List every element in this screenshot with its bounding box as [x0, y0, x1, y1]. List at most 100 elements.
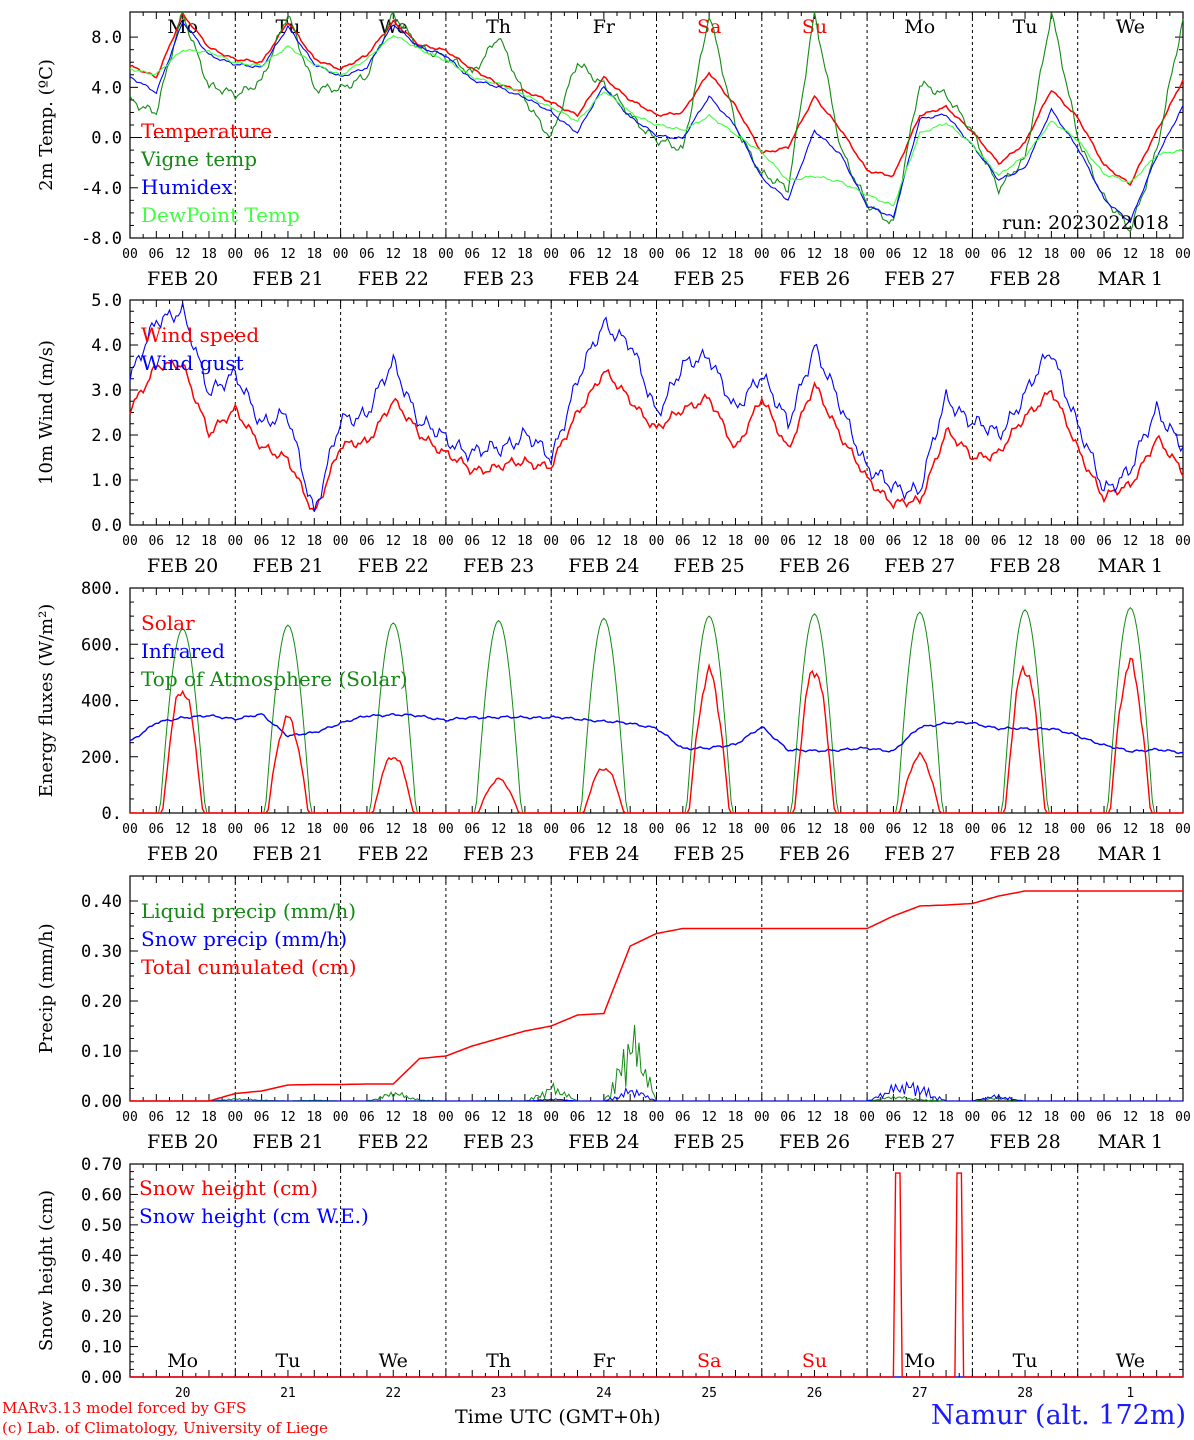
date-label: FEB 21 [252, 843, 323, 865]
hour-label: 00 [1175, 247, 1191, 262]
date-label: FEB 20 [147, 555, 218, 577]
hour-label: 00 [438, 534, 454, 549]
y-tick-label: 0.30 [81, 1277, 122, 1297]
series-line-vigne-temp [129, 10, 1184, 233]
hour-label: 12 [701, 534, 717, 549]
hour-label: 00 [122, 1110, 138, 1125]
hour-label: 12 [701, 247, 717, 262]
hour-label: 06 [675, 1110, 691, 1125]
hour-label: 06 [359, 822, 375, 837]
hour-label: 18 [412, 1110, 428, 1125]
hour-label: 12 [912, 822, 928, 837]
hour-label: 00 [965, 534, 981, 549]
hour-label: 06 [886, 534, 902, 549]
y-tick-label: 0.0 [91, 129, 122, 149]
bottom-day-label: Tu [1013, 1350, 1038, 1372]
bottom-day-number: 1 [1126, 1386, 1134, 1401]
y-tick-label: -8.0 [81, 229, 122, 249]
y-tick-label: 8.0 [91, 28, 122, 48]
date-label: MAR 1 [1098, 555, 1164, 577]
bottom-day-label: Su [802, 1350, 827, 1372]
hour-label: 18 [1044, 1110, 1060, 1125]
hour-label: 12 [491, 822, 507, 837]
hour-label: 18 [833, 822, 849, 837]
hour-label: 12 [807, 534, 823, 549]
hour-label: 00 [649, 1110, 665, 1125]
y-tick-label: 0.0 [91, 516, 122, 536]
hour-label: 18 [306, 534, 322, 549]
hour-label: 12 [701, 822, 717, 837]
hour-label: 06 [254, 1110, 270, 1125]
y-axis-label: Snow height (cm) [36, 1190, 57, 1351]
day-label: Tu [1013, 16, 1038, 38]
hour-label: 06 [359, 247, 375, 262]
hour-label: 00 [1175, 534, 1191, 549]
series-line-humidex [129, 21, 1184, 224]
hour-label: 00 [859, 1110, 875, 1125]
hour-label: 12 [1017, 822, 1033, 837]
hour-label: 06 [886, 247, 902, 262]
hour-label: 06 [570, 822, 586, 837]
hour-label: 18 [517, 534, 533, 549]
y-tick-label: 0.10 [81, 1338, 122, 1358]
y-tick-label: 0.00 [81, 1368, 122, 1388]
date-label: FEB 27 [884, 1131, 955, 1153]
hour-label: 18 [622, 822, 638, 837]
hour-label: 18 [1044, 822, 1060, 837]
legend-entry: Top of Atmosphere (Solar) [141, 667, 408, 691]
y-tick-label: 0.10 [81, 1042, 122, 1062]
y-tick-label: 3.0 [91, 381, 122, 401]
date-label: FEB 26 [779, 843, 850, 865]
y-tick-label: 0.50 [81, 1216, 122, 1236]
date-label: FEB 26 [779, 1131, 850, 1153]
date-label: FEB 21 [252, 555, 323, 577]
hour-label: 12 [807, 822, 823, 837]
hour-label: 12 [807, 1110, 823, 1125]
hour-label: 18 [1044, 534, 1060, 549]
hour-label: 00 [438, 1110, 454, 1125]
y-tick-label: 400. [81, 692, 122, 712]
hour-label: 06 [570, 1110, 586, 1125]
date-label: FEB 24 [568, 1131, 639, 1153]
hour-label: 12 [385, 247, 401, 262]
date-label: FEB 27 [884, 268, 955, 290]
hour-label: 06 [464, 534, 480, 549]
hour-label: 18 [622, 247, 638, 262]
hour-label: 00 [333, 1110, 349, 1125]
hour-label: 06 [991, 247, 1007, 262]
hour-label: 06 [570, 534, 586, 549]
hour-label: 06 [991, 822, 1007, 837]
hour-label: 06 [675, 247, 691, 262]
hour-label: 12 [1123, 1110, 1139, 1125]
hour-label: 18 [412, 822, 428, 837]
hour-label: 12 [280, 1110, 296, 1125]
hour-label: 00 [1175, 1110, 1191, 1125]
date-label: MAR 1 [1098, 268, 1164, 290]
hour-label: 00 [754, 1110, 770, 1125]
hour-label: 18 [622, 534, 638, 549]
date-label: FEB 24 [568, 555, 639, 577]
legend-entry: Wind gust [141, 351, 244, 375]
y-tick-label: 200. [81, 748, 122, 768]
hour-label: 12 [385, 534, 401, 549]
series-line-temperature [129, 11, 1184, 187]
bottom-day-number: 22 [385, 1386, 401, 1401]
hour-label: 00 [1175, 822, 1191, 837]
y-tick-label: 2.0 [91, 426, 122, 446]
hour-label: 18 [1044, 247, 1060, 262]
date-label: FEB 25 [674, 1131, 745, 1153]
hour-label: 12 [596, 822, 612, 837]
hour-label: 18 [201, 822, 217, 837]
legend-entry: Temperature [141, 119, 272, 143]
date-label: FEB 25 [674, 843, 745, 865]
date-label: FEB 22 [358, 268, 429, 290]
hour-label: 18 [412, 247, 428, 262]
hour-label: 18 [517, 247, 533, 262]
hour-label: 06 [464, 1110, 480, 1125]
date-label: FEB 20 [147, 1131, 218, 1153]
day-label: Sa [697, 16, 721, 38]
hour-label: 00 [122, 247, 138, 262]
hour-label: 18 [1149, 534, 1165, 549]
hour-label: 00 [122, 534, 138, 549]
hour-label: 18 [833, 534, 849, 549]
